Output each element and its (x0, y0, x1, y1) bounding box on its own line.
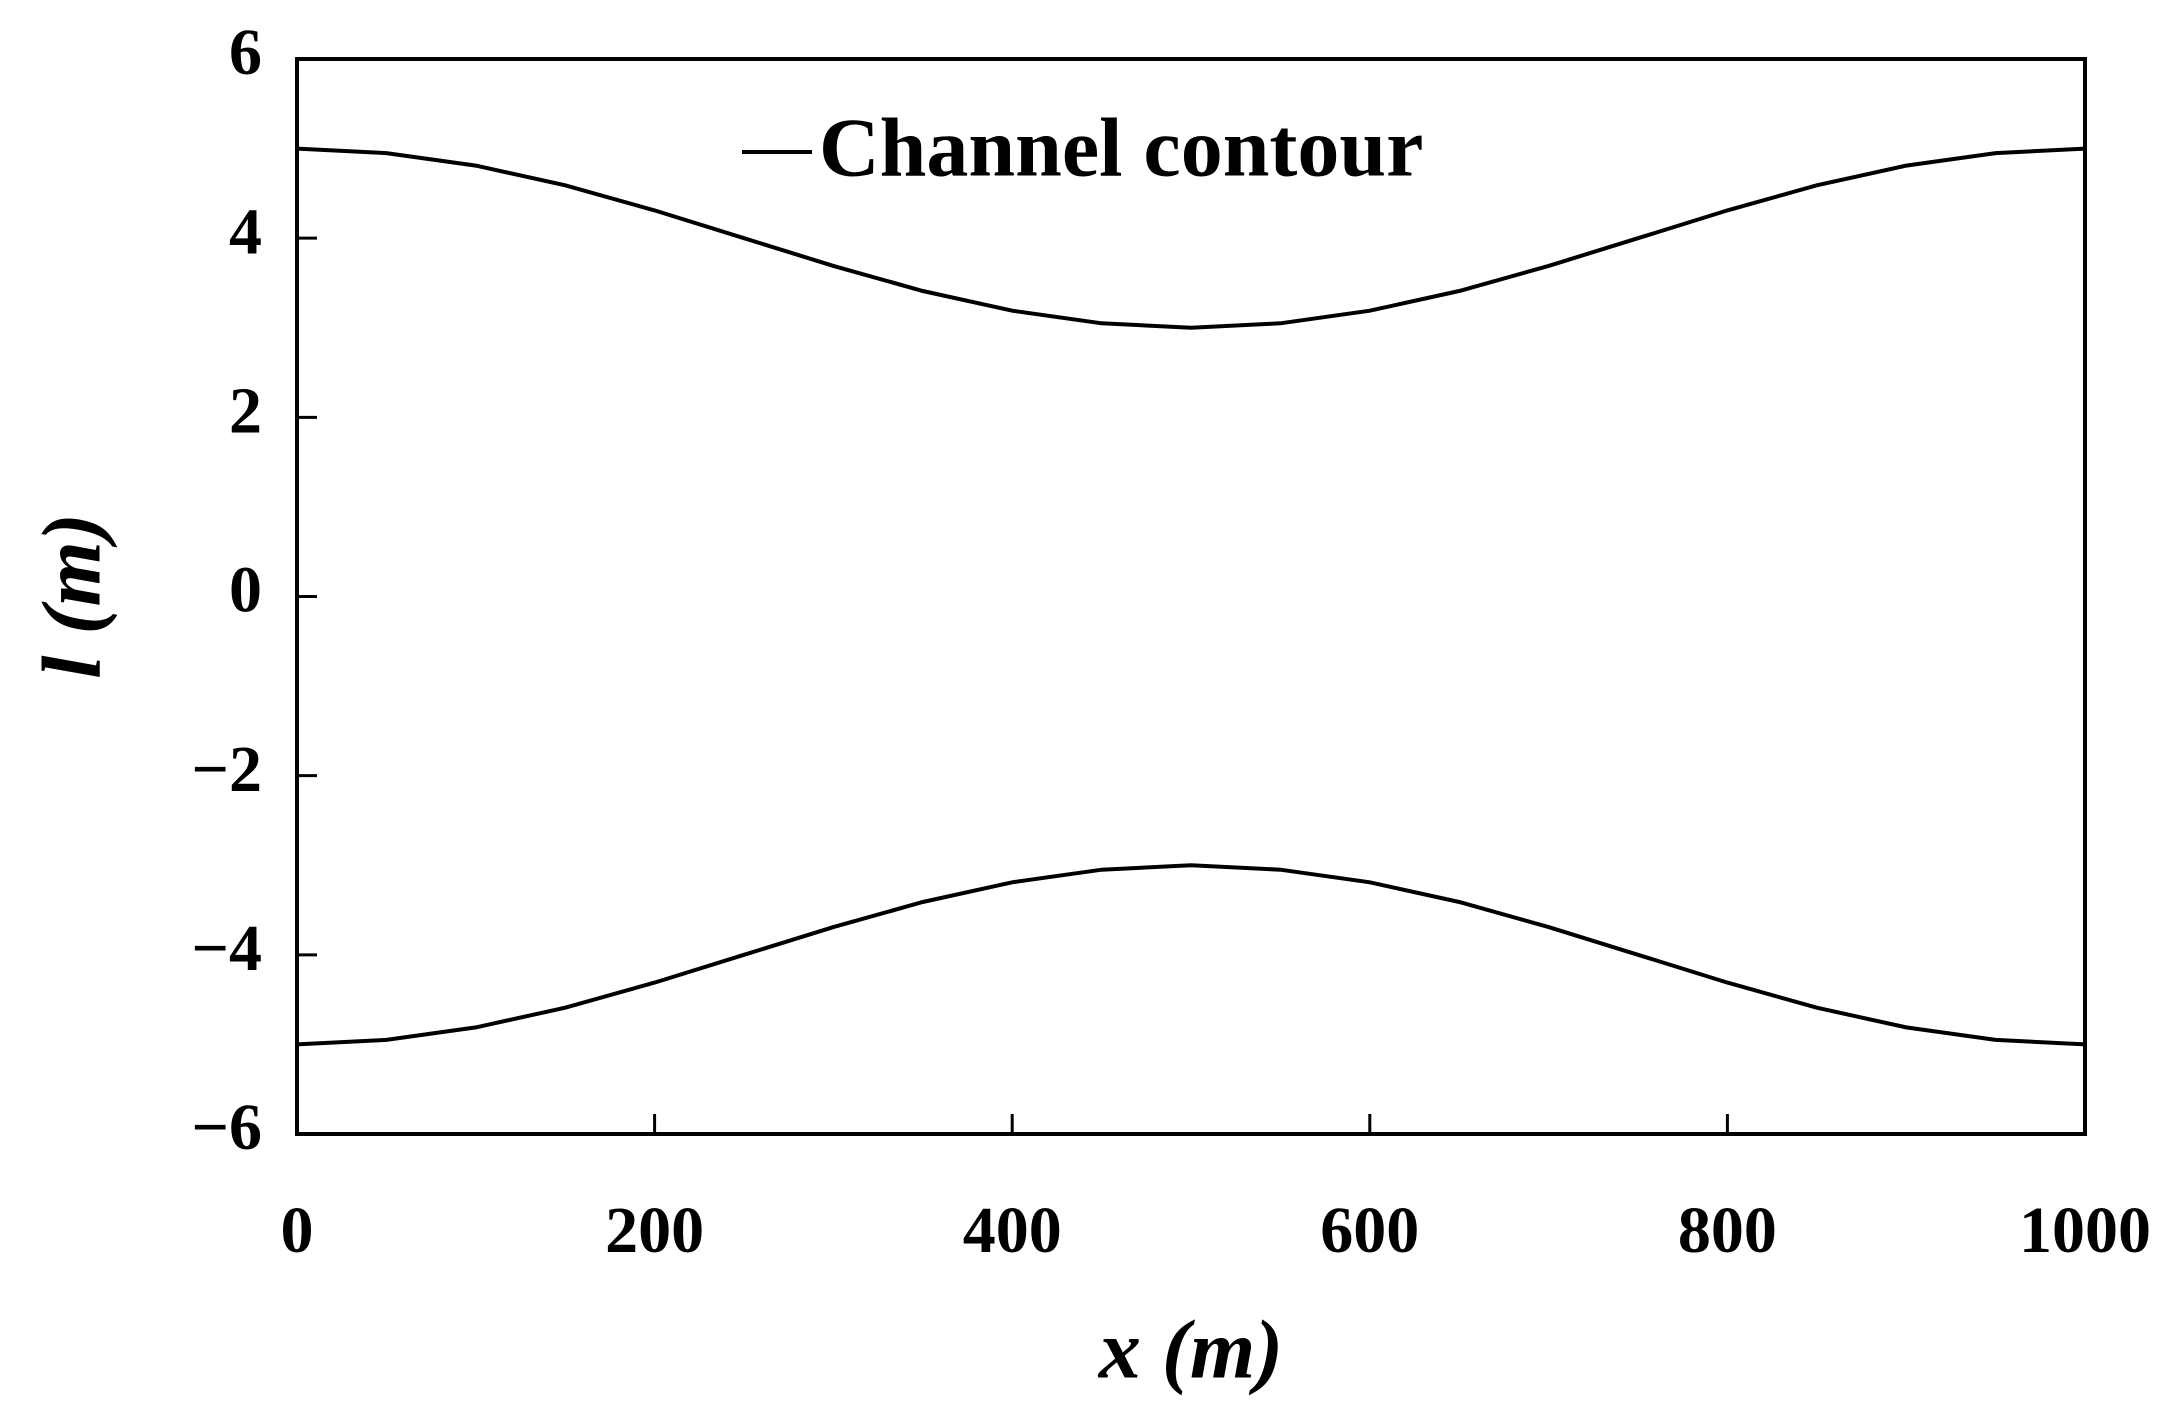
plot-frame (295, 57, 2087, 1136)
x-tick-label: 400 (963, 1194, 1062, 1267)
y-tick-label: −6 (191, 1091, 262, 1164)
x-axis-label: x (m) (1097, 1303, 1283, 1396)
x-tick-label: 800 (1678, 1194, 1777, 1267)
series-line (296, 863, 2086, 1047)
x-tick-label: 1000 (2019, 1194, 2151, 1267)
y-tick-label: 0 (229, 554, 262, 627)
y-tick-label: 6 (229, 16, 262, 89)
y-tick-label: 4 (229, 195, 262, 268)
y-tick-label: −4 (191, 912, 262, 985)
legend-label: Channel contour (819, 101, 1423, 194)
x-tick-label: 0 (281, 1194, 314, 1267)
series-line (296, 146, 2086, 330)
x-tick-label: 600 (1320, 1194, 1419, 1267)
y-axis-label: l (m) (25, 513, 118, 679)
y-tick-label: 2 (229, 374, 262, 447)
x-tick-label: 200 (605, 1194, 704, 1267)
y-tick-label: −2 (191, 733, 262, 806)
